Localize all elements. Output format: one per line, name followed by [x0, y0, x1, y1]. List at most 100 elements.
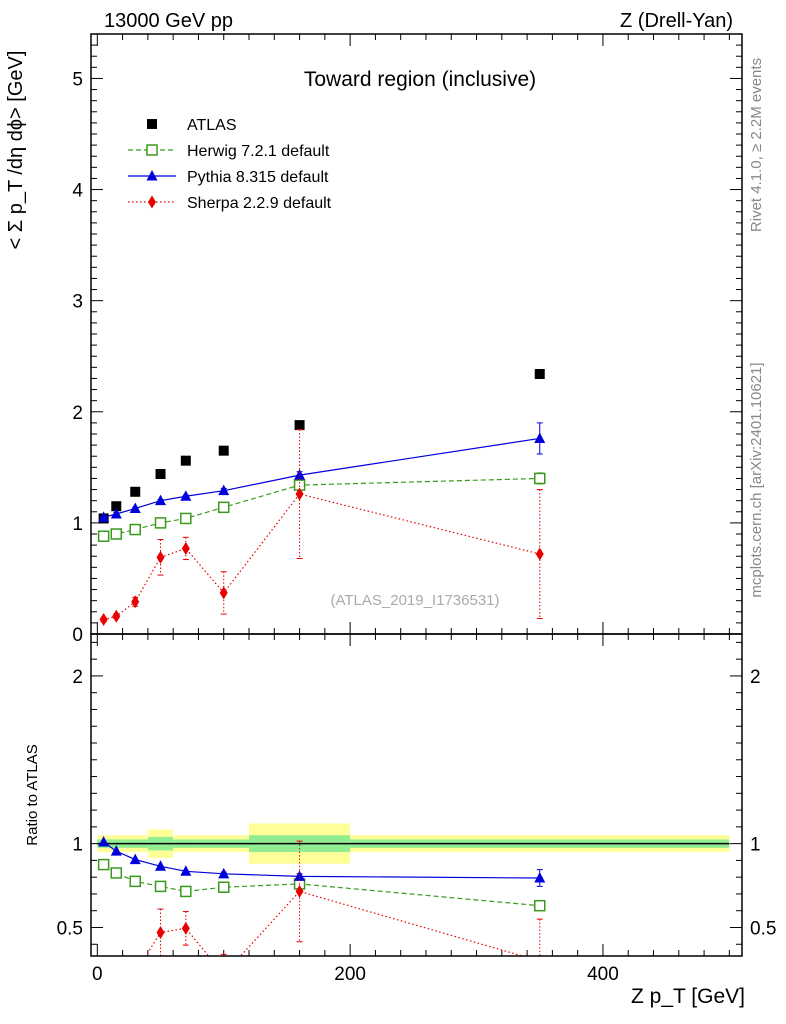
legend-marker-atlas	[147, 119, 157, 129]
x-tick-label: 400	[587, 964, 619, 985]
main-point-pythia	[98, 511, 110, 522]
main-point-herwig	[180, 512, 192, 525]
header-right: Z (Drell-Yan)	[620, 10, 733, 32]
ratio-point-herwig	[154, 880, 167, 893]
main-line-pythia	[103, 437, 540, 518]
ratio-point-sherpa	[112, 981, 120, 994]
ratio-point-herwig	[110, 867, 123, 879]
main-point-sherpa	[131, 595, 140, 609]
main-point-sherpa	[295, 487, 304, 501]
main-line-herwig	[103, 477, 540, 537]
mcplots-label: mcplots.cern.ch [arXiv:2401.10621]	[748, 362, 765, 597]
ratio-point-herwig	[180, 885, 192, 898]
main-ylabel: < Σ p_T /dη dϕ> [GeV]	[5, 51, 27, 250]
ratio-y-tick-label: 2	[72, 667, 83, 688]
ratio-point-pythia	[98, 835, 110, 847]
main-series-herwig	[97, 472, 546, 542]
ratio-point-pythia	[534, 872, 546, 883]
ratio-y-tick-label: 1	[72, 835, 83, 856]
main-point-pythia	[110, 508, 122, 519]
ratio-point-sherpa	[295, 884, 304, 898]
legend-label-pythia: Pythia 8.315 default	[187, 169, 329, 186]
ratio-series-sherpa	[100, 840, 543, 998]
main-y-tick-label: 4	[72, 181, 83, 202]
ratio-point-pythia	[129, 853, 141, 865]
legend-label-herwig: Herwig 7.2.1 default	[187, 143, 330, 160]
main-point-pythia	[129, 502, 141, 513]
ratio-series-pythia	[98, 835, 546, 887]
main-point-atlas	[218, 445, 229, 456]
rivet-version-label: Rivet 4.1.0, ≥ 2.2M events	[748, 58, 765, 232]
main-point-herwig	[217, 501, 230, 514]
ratio-y-tick-label: 0.5	[57, 918, 83, 939]
ratio-point-pythia	[155, 860, 167, 871]
header-left: 13000 GeV pp	[104, 10, 233, 32]
legend-marker-sherpa	[148, 195, 156, 209]
ratio-series-herwig	[97, 858, 546, 912]
ratio-point-pythia	[110, 845, 122, 856]
ratio-point-herwig	[129, 875, 141, 888]
ratio-point-pythia	[218, 867, 230, 879]
ratio-line-sherpa	[145, 890, 525, 956]
legend-marker-pythia	[146, 170, 158, 181]
legend: ATLAS Herwig 7.2.1 default Pythia 8.315 de…	[128, 117, 332, 212]
ratio-frame	[90, 633, 743, 957]
ratio-point-herwig	[97, 858, 110, 871]
ratio-y-axis-label: Ratio to ATLAS	[24, 744, 41, 845]
main-point-atlas	[534, 369, 545, 379]
ratio-point-herwig	[217, 881, 230, 893]
main-point-herwig	[97, 530, 110, 542]
legend-label-sherpa: Sherpa 2.2.9 default	[187, 195, 332, 212]
ratio-point-pythia	[180, 865, 192, 876]
ratio-point-sherpa	[100, 985, 108, 998]
ratio-point-sherpa	[220, 968, 228, 981]
main-point-pythia	[180, 490, 192, 501]
main-point-herwig	[533, 472, 546, 485]
ratio-line-herwig	[103, 864, 540, 907]
ratio-y-tick-label-right: 2	[750, 667, 761, 688]
main-point-sherpa	[112, 609, 121, 623]
x-tick-label: 200	[334, 964, 366, 985]
main-y-tick-label: 3	[72, 292, 83, 313]
legend-marker-herwig	[146, 144, 158, 156]
analysis-watermark: (ATLAS_2019_I1736531)	[330, 592, 499, 609]
main-point-herwig	[110, 528, 123, 540]
x-tick-label: 0	[92, 964, 103, 985]
main-point-herwig	[129, 523, 141, 536]
main-point-pythia	[534, 432, 546, 443]
ratio-panel: 0.5 0.5 1 1 2 2 0 200 400 Ratio to ATLAS Z p_T […	[24, 633, 776, 1008]
main-point-sherpa	[219, 586, 228, 600]
ratio-point-pythia	[294, 870, 306, 881]
main-point-atlas	[294, 420, 305, 431]
main-point-atlas	[130, 486, 141, 497]
main-point-sherpa	[535, 547, 544, 561]
main-line-sherpa	[103, 493, 540, 621]
ratio-y-tick-label-right: 1	[750, 835, 761, 856]
main-point-sherpa	[99, 613, 108, 627]
main-y-tick-label: 1	[72, 514, 83, 535]
main-point-atlas	[180, 455, 191, 466]
x-axis-label: Z p_T [GeV]	[631, 985, 745, 1008]
ratio-point-sherpa	[131, 966, 139, 979]
legend-label-atlas: ATLAS	[187, 117, 237, 134]
main-y-tick-label: 5	[72, 69, 83, 90]
main-series-sherpa	[99, 429, 544, 627]
main-point-sherpa	[181, 541, 190, 555]
main-point-herwig	[154, 517, 167, 529]
main-point-pythia	[155, 494, 167, 506]
main-point-sherpa	[156, 550, 165, 564]
main-point-pythia	[218, 484, 230, 496]
main-y-tick-label: 2	[72, 403, 83, 424]
main-y-tick-label: 0	[72, 625, 83, 646]
main-series-pythia	[98, 422, 546, 522]
ratio-point-sherpa	[181, 921, 190, 935]
main-point-atlas	[111, 501, 122, 512]
main-panel: 0 1 2 3 4 5 Toward region (inclusive) (ATLAS_…	[5, 33, 743, 646]
ratio-ylabel: Ratio to ATLAS	[24, 744, 41, 845]
ratio-point-herwig	[533, 899, 546, 912]
main-point-atlas	[155, 469, 166, 479]
ratio-y-tick-label-right: 0.5	[750, 918, 776, 939]
main-y-axis-label: < Σ p_T /dη dϕ> [GeV]	[5, 51, 27, 250]
main-point-pythia	[294, 469, 306, 480]
